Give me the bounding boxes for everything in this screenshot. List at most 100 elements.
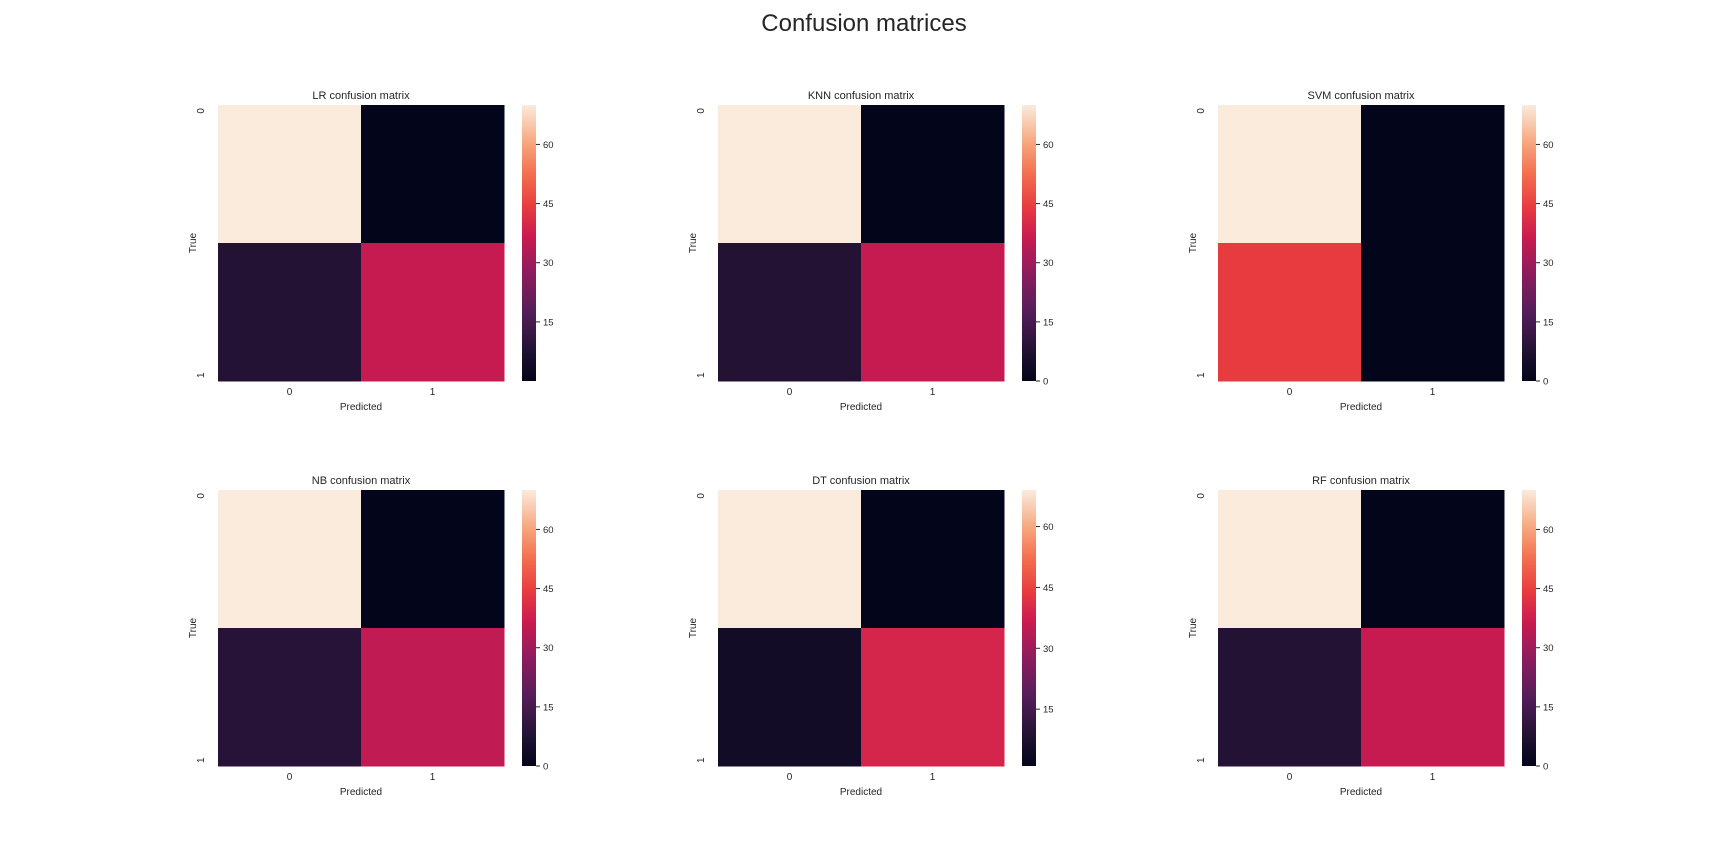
heatmap-cell [1218, 243, 1362, 382]
colorbar-tick-label: 15 [1043, 317, 1054, 328]
figure-title: Confusion matrices [761, 10, 967, 37]
colorbar [522, 105, 536, 381]
heatmap-cell [361, 243, 505, 382]
heatmap-cell [1218, 105, 1362, 244]
y-tick-label: 0 [196, 108, 207, 114]
panel-title: LR confusion matrix [312, 90, 410, 102]
colorbar [1022, 490, 1036, 766]
heatmap-cell [861, 628, 1005, 767]
colorbar-tick-label: 45 [1043, 583, 1054, 594]
x-axis-label: Predicted [840, 787, 882, 798]
x-axis-label: Predicted [1340, 402, 1382, 413]
colorbar-tick-label: 30 [543, 643, 554, 654]
colorbar-tick-label: 45 [543, 199, 554, 210]
heatmap-cell [718, 243, 862, 382]
heatmap-panel-5: RF confusion matrix 0 1 Predicted 0 1 True 0 15 3… [1188, 475, 1554, 798]
colorbar-tick-label: 0 [543, 762, 548, 773]
colorbar-tick-label: 45 [1043, 199, 1054, 210]
colorbar-tick-label: 60 [1543, 140, 1554, 151]
x-tick-label: 0 [287, 387, 293, 398]
heatmap-cell [218, 243, 362, 382]
y-tick-label: 1 [696, 372, 707, 378]
x-axis-label: Predicted [840, 402, 882, 413]
x-axis-label: Predicted [1340, 787, 1382, 798]
heatmap-panel-4: DT confusion matrix 0 1 Predicted 0 1 True 15 30… [688, 475, 1054, 798]
y-tick-label: 0 [196, 493, 207, 499]
colorbar-tick-label: 60 [1043, 522, 1054, 533]
y-tick-label: 0 [696, 108, 707, 114]
x-tick-label: 0 [1287, 772, 1293, 783]
colorbar-tick-label: 45 [543, 584, 554, 595]
y-axis-label: True [688, 617, 699, 638]
x-tick-label: 1 [930, 387, 936, 398]
colorbar-tick-label: 60 [543, 140, 554, 151]
panel-title: KNN confusion matrix [808, 90, 915, 102]
heatmap-cell [1361, 628, 1505, 767]
colorbar-tick-label: 30 [1543, 643, 1554, 654]
heatmap-cell [1218, 628, 1362, 767]
heatmap-cell [218, 490, 362, 629]
y-axis-label: True [1188, 232, 1199, 253]
colorbar-tick-label: 0 [1543, 762, 1548, 773]
heatmap-panel-0: LR confusion matrix 0 1 Predicted 0 1 True 15 30… [188, 90, 554, 413]
y-axis-label: True [188, 617, 199, 638]
colorbar-tick-label: 0 [1043, 377, 1048, 388]
colorbar-tick-label: 45 [1543, 199, 1554, 210]
y-axis-label: True [188, 232, 199, 253]
heatmap-cell [861, 105, 1005, 244]
y-tick-label: 1 [1196, 757, 1207, 763]
y-tick-label: 0 [696, 493, 707, 499]
colorbar-tick-label: 15 [1543, 317, 1554, 328]
colorbar [1522, 105, 1536, 381]
heatmap-cell [361, 628, 505, 767]
y-tick-label: 0 [1196, 108, 1207, 114]
x-tick-label: 0 [787, 387, 793, 398]
colorbar-tick-label: 30 [1043, 644, 1054, 655]
colorbar [1522, 490, 1536, 766]
colorbar-tick-label: 60 [543, 525, 554, 536]
x-tick-label: 0 [287, 772, 293, 783]
y-tick-label: 1 [196, 757, 207, 763]
x-tick-label: 1 [1430, 772, 1436, 783]
colorbar-tick-label: 60 [1043, 140, 1054, 151]
heatmap-cell [718, 490, 862, 629]
x-axis-label: Predicted [340, 402, 382, 413]
y-tick-label: 0 [1196, 493, 1207, 499]
heatmap-panel-1: KNN confusion matrix 0 1 Predicted 0 1 True 0 15… [688, 90, 1054, 413]
y-tick-label: 1 [696, 757, 707, 763]
colorbar-tick-label: 15 [543, 317, 554, 328]
colorbar-tick-label: 60 [1543, 525, 1554, 536]
panel-title: DT confusion matrix [812, 475, 910, 487]
heatmap-cell [1361, 105, 1505, 244]
heatmap-cell [718, 628, 862, 767]
colorbar-tick-label: 15 [1543, 702, 1554, 713]
x-tick-label: 1 [430, 772, 436, 783]
colorbar-tick-label: 30 [543, 258, 554, 269]
heatmap-cell [218, 105, 362, 244]
heatmap-cell [361, 105, 505, 244]
colorbar-tick-label: 15 [543, 702, 554, 713]
heatmap-cell [218, 628, 362, 767]
heatmap-panel-2: SVM confusion matrix 0 1 Predicted 0 1 True 0 15… [1188, 90, 1554, 413]
y-axis-label: True [1188, 617, 1199, 638]
heatmap-cell [861, 243, 1005, 382]
x-tick-label: 1 [930, 772, 936, 783]
colorbar-tick-label: 15 [1043, 705, 1054, 716]
colorbar [1022, 105, 1036, 381]
y-tick-label: 1 [196, 372, 207, 378]
colorbar-tick-label: 30 [1043, 258, 1054, 269]
y-tick-label: 1 [1196, 372, 1207, 378]
y-axis-label: True [688, 232, 699, 253]
panel-title: NB confusion matrix [312, 475, 411, 487]
heatmap-cell [1361, 490, 1505, 629]
x-tick-label: 1 [430, 387, 436, 398]
panel-title: RF confusion matrix [1312, 475, 1410, 487]
heatmap-cell [861, 490, 1005, 629]
heatmap-cell [718, 105, 862, 244]
heatmap-panel-3: NB confusion matrix 0 1 Predicted 0 1 True 0 15 3… [188, 475, 554, 798]
heatmap-cell [361, 490, 505, 629]
heatmap-cell [1361, 243, 1505, 382]
panel-title: SVM confusion matrix [1308, 90, 1415, 102]
colorbar-tick-label: 30 [1543, 258, 1554, 269]
